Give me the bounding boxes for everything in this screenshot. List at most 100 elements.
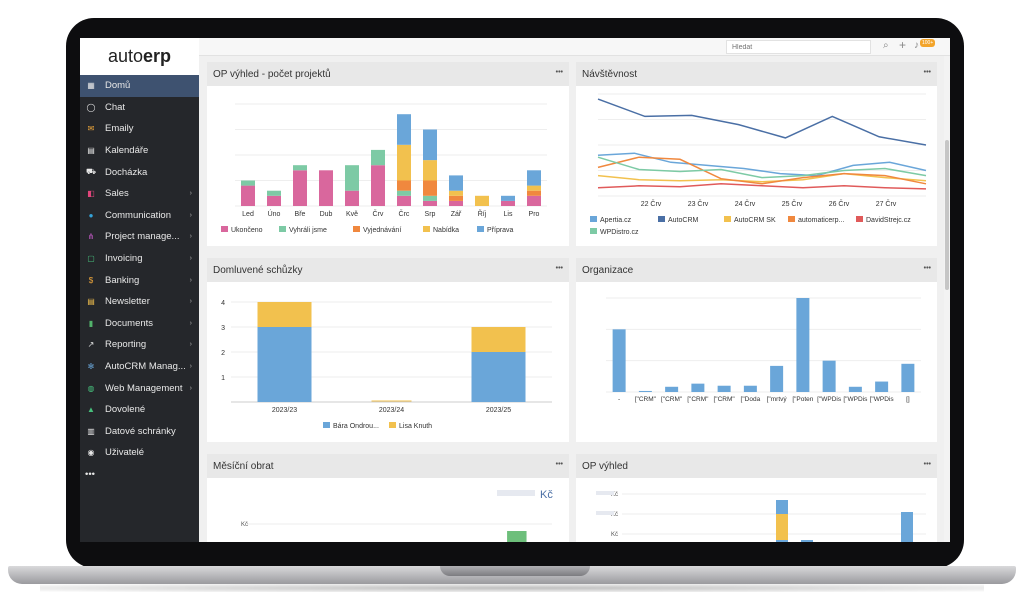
y-tick-label: 4 [221, 300, 225, 307]
bell-icon[interactable]: ♪ [914, 40, 919, 51]
sidebar-item-14[interactable]: ◍ Web Management › [80, 377, 199, 399]
panel-title-text: Návštěvnost [582, 68, 638, 80]
sidebar-item-2[interactable]: ✉ Emaily [80, 118, 199, 140]
sidebar-item-9[interactable]: $ Banking › [80, 269, 199, 291]
sidebar-item-3[interactable]: ▤ Kalendáře [80, 140, 199, 162]
sidebar-item-label: Banking [105, 274, 140, 286]
bar [371, 149, 385, 166]
y-tick-label: Kč [241, 522, 248, 528]
legend-swatch [323, 422, 330, 428]
y-tick-label: Kč [611, 492, 618, 498]
x-tick-label: 2023/23 [272, 407, 297, 414]
newsletter-icon: ▤ [87, 297, 95, 307]
logo[interactable]: auto erp [80, 38, 199, 75]
sidebar-item-6[interactable]: ● Communication › [80, 205, 199, 227]
bar [241, 180, 255, 186]
x-tick-label: 25 Črv [782, 199, 803, 208]
calendar-icon: ▤ [87, 146, 95, 156]
panel-title-text: OP výhled - počet projektů [213, 68, 331, 80]
scrollbar[interactable] [944, 56, 950, 542]
x-tick-label: Říj [478, 209, 487, 218]
sidebar-item-18[interactable]: ••• [80, 464, 199, 486]
chevron-right-icon: › [189, 384, 192, 392]
x-tick-label: ["CRM" [635, 396, 657, 403]
bar [293, 165, 307, 171]
search-input[interactable] [726, 40, 871, 54]
bar [875, 381, 889, 392]
bar [257, 302, 312, 327]
sidebar-item-0[interactable]: ▦ Domů [80, 75, 199, 97]
panel-menu-icon[interactable]: ••• [923, 461, 931, 468]
panel-menu-icon[interactable]: ••• [923, 265, 931, 272]
bar [743, 385, 757, 392]
panel-menu-icon[interactable]: ••• [923, 69, 931, 76]
panel-op-projekty: OP výhled - počet projektů ••• Led Úno Bře… [207, 62, 569, 246]
bar [801, 540, 813, 542]
sidebar-item-label: ••• [85, 468, 95, 480]
legend-label: Vyhráli jsme [289, 227, 327, 234]
sidebar-item-11[interactable]: ▮ Documents › [80, 313, 199, 335]
sidebar-item-1[interactable]: ◯ Chat [80, 97, 199, 119]
x-tick-label: ["WPDis [870, 396, 895, 403]
sidebar-item-label: Communication [105, 209, 171, 221]
panel-menu-icon[interactable]: ••• [555, 461, 563, 468]
panel-title-text: OP výhled [582, 460, 628, 472]
legend-label: Ukončeno [231, 227, 263, 234]
chevron-right-icon: › [189, 255, 192, 263]
sidebar-item-4[interactable]: ⛟ Docházka [80, 161, 199, 183]
add-icon[interactable]: + [899, 38, 907, 52]
sidebar-item-8[interactable]: ▢ Invoicing › [80, 248, 199, 270]
panel-title-text: Měsíční obrat [213, 460, 274, 472]
x-tick-label: Črc [399, 209, 410, 218]
grid-icon: ▦ [87, 81, 95, 91]
topbar: ⌕ + ♪ 100+ [199, 38, 950, 56]
search-icon[interactable]: ⌕ [883, 40, 889, 51]
series-line [597, 98, 927, 146]
series-line [597, 156, 927, 179]
legend-label: AutoCRM SK [734, 217, 776, 224]
sidebar-item-10[interactable]: ▤ Newsletter › [80, 291, 199, 313]
bar [267, 195, 281, 206]
sidebar-item-15[interactable]: ▲ Dovolené [80, 399, 199, 421]
sidebar-item-13[interactable]: ✻ AutoCRM Manag... › [80, 356, 199, 378]
legend-label: DavidStrejc.cz [866, 217, 911, 224]
sidebar-item-label: Uživatelé [105, 447, 145, 459]
panel-title: OP výhled - počet projektů ••• [207, 62, 569, 86]
sidebar-item-5[interactable]: ◧ Sales › [80, 183, 199, 205]
scrollbar-thumb[interactable] [945, 140, 949, 290]
x-tick-label: ["Doda [741, 396, 761, 403]
sidebar-item-7[interactable]: ⋔ Project manage... › [80, 226, 199, 248]
notification-badge: 100+ [920, 39, 936, 47]
bar [471, 327, 526, 352]
x-tick-label: 2023/25 [486, 407, 511, 414]
sidebar-item-label: AutoCRM Manag... [105, 361, 186, 373]
bar [776, 514, 788, 540]
sidebar-item-12[interactable]: ↗ Reporting › [80, 334, 199, 356]
sales-icon: ◧ [87, 189, 95, 199]
legend-swatch [353, 226, 360, 232]
sidebar-item-16[interactable]: ▥ Datové schránky [80, 421, 199, 443]
panel-menu-icon[interactable]: ••• [555, 265, 563, 272]
legend-swatch [423, 226, 430, 232]
legend-label: WPDistro.cz [600, 229, 639, 236]
dollar-icon: $ [88, 275, 94, 285]
legend-label: Vyjednávání [363, 227, 401, 234]
x-tick-label: Led [242, 211, 254, 218]
bar [319, 170, 333, 206]
panel-navstevnost: Návštěvnost ••• 22 Črv 23 Črv 24 Črv 25 Črv… [576, 62, 937, 246]
sidebar-nav: ▦ Domů ◯ Chat ✉ Emaily ▤ Kalendáře ⛟ Docházka ◧ Sal… [80, 75, 199, 485]
x-tick-label: ["WPDis [817, 396, 842, 403]
bar [770, 365, 784, 392]
panel-menu-icon[interactable]: ••• [555, 69, 563, 76]
chevron-right-icon: › [189, 276, 192, 284]
sidebar-item-17[interactable]: ◉ Uživatelé [80, 442, 199, 464]
invoice-icon: ▢ [87, 254, 95, 264]
x-tick-label: ["Poten [792, 396, 813, 403]
globe-icon: ◍ [87, 383, 95, 393]
bar [371, 165, 385, 206]
chevron-right-icon: › [189, 363, 192, 371]
bar [397, 114, 411, 145]
legend-label: Lisa Knuth [399, 423, 432, 430]
bar [776, 500, 788, 514]
chat-icon: ◯ [86, 102, 96, 112]
